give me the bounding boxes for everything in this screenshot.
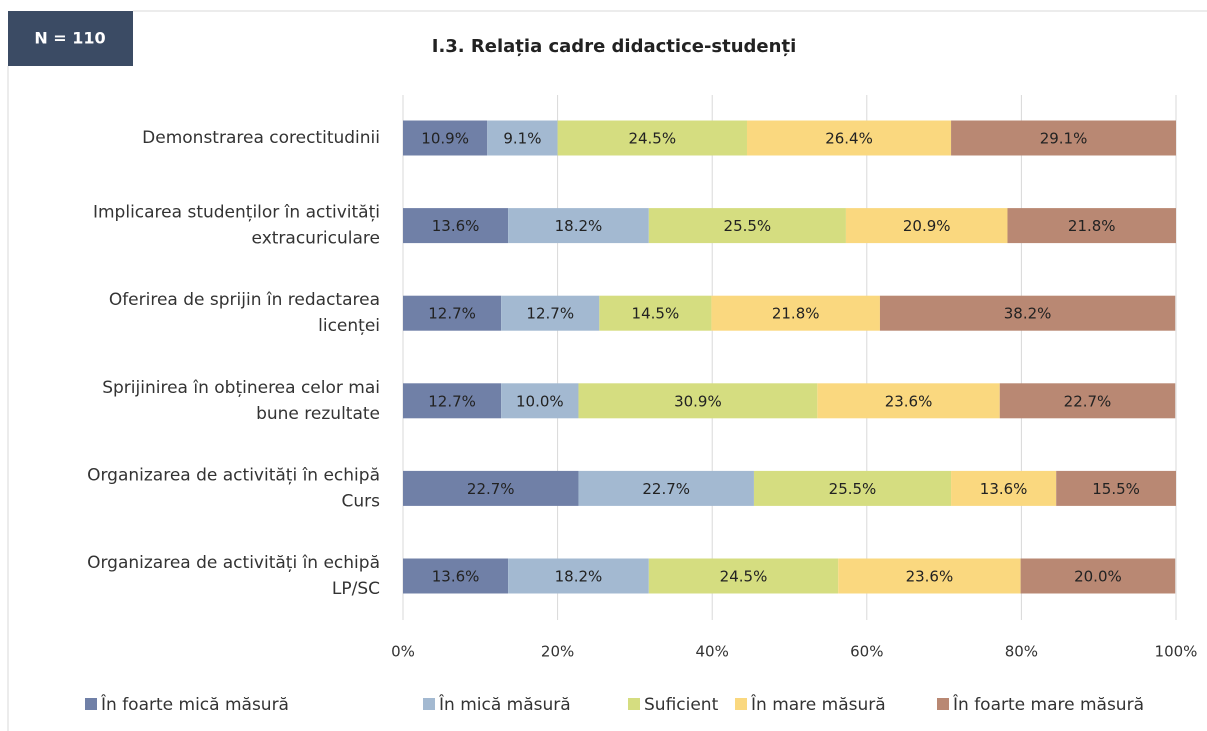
bar-segment: [501, 383, 579, 419]
x-tick-label: 60%: [850, 643, 883, 661]
legend-label: În foarte mică măsură: [100, 693, 289, 715]
bar-segment: [403, 295, 502, 331]
value-label: 23.6%: [885, 392, 933, 410]
bar-segment: [711, 295, 880, 331]
legend-swatch: [85, 698, 97, 710]
bar-segment: [845, 208, 1008, 244]
value-label: 13.6%: [432, 568, 480, 586]
value-label: 13.6%: [980, 480, 1028, 498]
bar-segment: [1007, 208, 1176, 244]
bar-segment: [403, 383, 502, 419]
value-label: 29.1%: [1040, 130, 1088, 148]
y-tick-label: Demonstrarea corectitudinii: [142, 128, 380, 148]
bar-segment: [648, 558, 839, 594]
x-tick-label: 20%: [541, 643, 574, 661]
legend-label: În mică măsură: [438, 693, 571, 715]
bar-segment: [508, 208, 649, 244]
y-tick-label: Oferirea de sprijin în redactarea: [109, 290, 380, 310]
value-label: 10.0%: [516, 392, 564, 410]
bar-segment: [501, 295, 600, 331]
legend-label: În foarte mare măsură: [952, 693, 1144, 715]
value-label: 18.2%: [555, 217, 603, 235]
value-label: 12.7%: [428, 305, 476, 323]
value-label: 18.2%: [555, 568, 603, 586]
bar-segment: [403, 120, 488, 156]
value-label: 25.5%: [829, 480, 877, 498]
y-tick-label: LP/SC: [332, 579, 380, 599]
value-label: 20.9%: [903, 217, 951, 235]
value-label: 26.4%: [825, 130, 873, 148]
bar-segment: [578, 470, 754, 506]
y-tick-label: Implicarea studenților în activități: [93, 203, 380, 223]
legend-swatch: [628, 698, 640, 710]
legend-label: Suficient: [644, 695, 719, 715]
value-label: 21.8%: [772, 305, 820, 323]
bar-segment: [487, 120, 558, 156]
y-tick-label: Sprijinirea în obținerea celor mai: [102, 378, 380, 398]
legend-swatch: [937, 698, 949, 710]
bar-segment: [999, 383, 1176, 419]
bar-segment: [1020, 558, 1176, 594]
value-label: 30.9%: [674, 392, 722, 410]
bar-segment: [951, 120, 1176, 156]
x-tick-label: 80%: [1005, 643, 1038, 661]
bar-segment: [746, 120, 952, 156]
value-label: 15.5%: [1092, 480, 1140, 498]
bar-segment: [508, 558, 649, 594]
value-label: 13.6%: [432, 217, 480, 235]
bar-segment: [403, 208, 509, 244]
y-tick-label: Organizarea de activități în echipă: [87, 465, 380, 485]
value-label: 22.7%: [642, 480, 690, 498]
value-label: 20.0%: [1074, 568, 1122, 586]
badge-box: [8, 11, 133, 66]
value-label: 14.5%: [632, 305, 680, 323]
y-tick-label: licenței: [318, 316, 380, 336]
bar-segment: [838, 558, 1021, 594]
value-label: 9.1%: [503, 130, 541, 148]
value-label: 24.5%: [628, 130, 676, 148]
value-label: 24.5%: [720, 568, 768, 586]
x-tick-label: 40%: [696, 643, 729, 661]
value-label: 22.7%: [467, 480, 515, 498]
bar-segment: [648, 208, 846, 244]
y-tick-label: Curs: [342, 491, 381, 511]
bar-segment: [879, 295, 1176, 331]
bar-segment: [1056, 470, 1176, 506]
value-label: 12.7%: [428, 392, 476, 410]
chart-title: I.3. Relația cadre didactice-studenți: [432, 36, 796, 57]
bar-segment: [951, 470, 1057, 506]
bar-segment: [557, 120, 747, 156]
value-label: 12.7%: [526, 305, 574, 323]
value-label: 23.6%: [906, 568, 954, 586]
bar-segment: [403, 470, 579, 506]
x-tick-label: 100%: [1155, 643, 1198, 661]
bar-segment: [753, 470, 952, 506]
value-label: 38.2%: [1004, 305, 1052, 323]
legend-label: În mare măsură: [750, 693, 886, 715]
x-tick-label: 0%: [391, 643, 415, 661]
badge: N = 110: [34, 29, 105, 48]
legend-swatch: [735, 698, 747, 710]
bar-segment: [578, 383, 818, 419]
value-label: 10.9%: [421, 130, 469, 148]
y-tick-label: bune rezultate: [256, 404, 380, 424]
bar-segment: [817, 383, 1000, 419]
bar-segment: [403, 558, 509, 594]
value-label: 25.5%: [724, 217, 772, 235]
y-tick-label: Organizarea de activități în echipă: [87, 553, 380, 573]
bar-segment: [599, 295, 712, 331]
legend-swatch: [423, 698, 435, 710]
value-label: 22.7%: [1064, 392, 1112, 410]
y-tick-label: extracuriculare: [252, 229, 380, 249]
value-label: 21.8%: [1068, 217, 1116, 235]
